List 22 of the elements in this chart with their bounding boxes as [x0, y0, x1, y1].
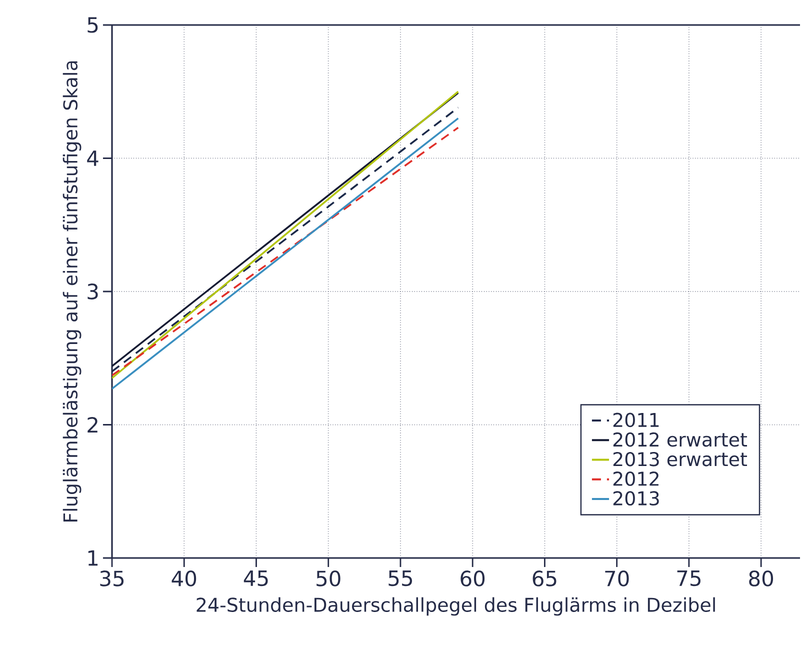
x-tick-label: 65: [532, 570, 556, 586]
legend-label: 2012: [613, 472, 658, 486]
y-tick-label: 3: [88, 284, 98, 300]
legend-label: 2011: [613, 412, 659, 428]
legend-label: 2013 erwartet: [613, 452, 748, 466]
x-axis-title: 24-Stunden-Dauerschallpegel des Fluglärms in Dezibel: [196, 597, 715, 616]
y-tick-label: 4: [87, 150, 98, 166]
legend-label: 2012 erwartet: [613, 432, 748, 447]
legend-label: 2013: [613, 491, 659, 506]
x-tick-label: 35: [100, 570, 124, 586]
y-tick-label: 1: [88, 550, 98, 566]
x-tick-label: 60: [460, 570, 485, 586]
x-tick-label: 55: [388, 570, 412, 586]
x-tick-label: 75: [677, 570, 700, 586]
y-axis-title: Fluglärmbelästigung auf einer fünfstufigen Skala: [62, 61, 82, 522]
y-tick-label: 2: [88, 416, 98, 433]
y-tick-label: 5: [88, 17, 98, 33]
x-tick-label: 45: [244, 570, 268, 586]
x-tick-label: 70: [605, 570, 629, 586]
x-tick-label: 80: [749, 570, 774, 586]
x-tick-label: 50: [316, 570, 340, 586]
x-tick-label: 40: [172, 570, 196, 586]
